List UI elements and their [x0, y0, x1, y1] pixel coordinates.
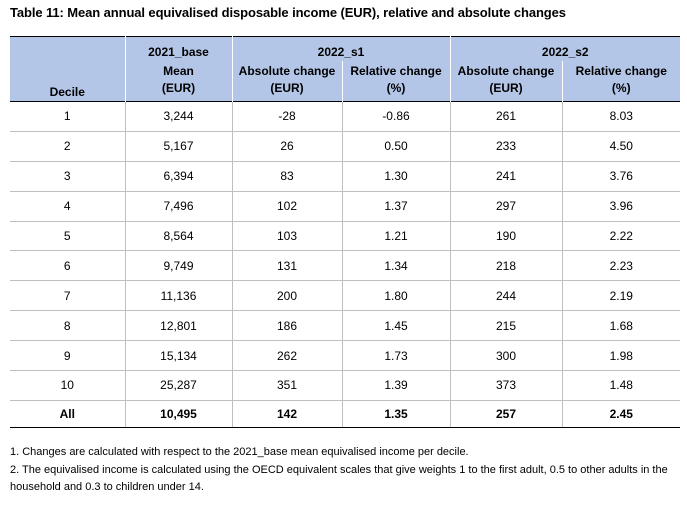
s1-abs-cell: 262 — [231, 340, 342, 372]
s2-rel-cell: 4.50 — [561, 131, 680, 162]
table-row: 7 11,136 200 1.80 244 2.19 — [10, 280, 680, 312]
total-s2-abs-cell: 257 — [449, 399, 562, 428]
s1-abs-cell: 26 — [231, 131, 342, 162]
s1-rel-cell: 1.45 — [341, 310, 450, 342]
s2-rel-cell: 8.03 — [561, 101, 680, 132]
mean-cell: 9,749 — [124, 250, 232, 282]
s1-abs-cell: 351 — [231, 370, 342, 401]
table-row: 9 15,134 262 1.73 300 1.98 — [10, 340, 680, 372]
mean-cell: 3,244 — [124, 101, 232, 132]
s1-abs-cell: 102 — [231, 191, 342, 222]
s2-rel-cell: 2.23 — [561, 250, 680, 282]
table-row: 4 7,496 102 1.37 297 3.96 — [10, 191, 680, 222]
s2-abs-cell: 300 — [449, 340, 562, 372]
decile-header: Decile — [10, 36, 125, 102]
s2-abs-cell: 233 — [449, 131, 562, 162]
mean-cell: 7,496 — [124, 191, 232, 222]
mean-cell: 8,564 — [124, 221, 232, 252]
footnote: 2. The equivalised income is calculated … — [10, 463, 668, 494]
s2-abs-change-header: Absolute change — [449, 61, 562, 81]
s2-rel-cell: 2.19 — [561, 280, 680, 312]
mean-cell: 12,801 — [124, 310, 232, 342]
total-s1-rel-cell: 1.35 — [341, 399, 450, 428]
s1-abs-unit-header: (EUR) — [231, 81, 342, 102]
s1-abs-cell: 186 — [231, 310, 342, 342]
s2-abs-cell: 373 — [449, 370, 562, 401]
base-group-header: 2021_base — [124, 36, 232, 61]
decile-cell: 5 — [10, 221, 125, 252]
s1-rel-cell: 1.39 — [341, 370, 450, 401]
s1-abs-cell: 83 — [231, 161, 342, 192]
mean-cell: 25,287 — [124, 370, 232, 401]
s2-abs-cell: 297 — [449, 191, 562, 222]
total-mean-cell: 10,495 — [124, 399, 232, 428]
s1-abs-cell: 200 — [231, 280, 342, 312]
table-row: 1 3,244 -28 -0.86 261 8.03 — [10, 101, 680, 132]
s1-rel-change-header: Relative change — [341, 61, 450, 81]
s2-rel-cell: 1.68 — [561, 310, 680, 342]
s1-rel-unit-header: (%) — [341, 81, 450, 102]
s2-abs-cell: 215 — [449, 310, 562, 342]
mean-unit-header: (EUR) — [124, 81, 232, 102]
s2-abs-cell: 261 — [449, 101, 562, 132]
s2-abs-cell: 241 — [449, 161, 562, 192]
s2-abs-cell: 190 — [449, 221, 562, 252]
table-row: 3 6,394 83 1.30 241 3.76 — [10, 161, 680, 192]
decile-cell: 1 — [10, 101, 125, 132]
mean-cell: 11,136 — [124, 280, 232, 312]
decile-cell: 6 — [10, 250, 125, 282]
table-row: 5 8,564 103 1.21 190 2.22 — [10, 221, 680, 252]
mean-header: Mean — [124, 61, 232, 81]
decile-cell: 3 — [10, 161, 125, 192]
s2-group-header: 2022_s2 — [449, 36, 680, 61]
s1-group-header: 2022_s1 — [231, 36, 450, 61]
s2-rel-cell: 1.98 — [561, 340, 680, 372]
s2-abs-cell: 218 — [449, 250, 562, 282]
s1-abs-cell: 103 — [231, 221, 342, 252]
total-row: All 10,495 142 1.35 257 2.45 — [10, 399, 680, 428]
s1-rel-cell: 1.73 — [341, 340, 450, 372]
s2-rel-cell: 2.22 — [561, 221, 680, 252]
s1-rel-cell: 0.50 — [341, 131, 450, 162]
s2-rel-cell: 1.48 — [561, 370, 680, 401]
footnote: 1. Changes are calculated with respect t… — [10, 446, 469, 458]
footnotes: 1. Changes are calculated with respect t… — [10, 444, 680, 497]
s1-abs-cell: -28 — [231, 101, 342, 132]
mean-cell: 5,167 — [124, 131, 232, 162]
table-row: 10 25,287 351 1.39 373 1.48 — [10, 370, 680, 401]
mean-cell: 15,134 — [124, 340, 232, 372]
decile-cell: 10 — [10, 370, 125, 401]
table-row: 2 5,167 26 0.50 233 4.50 — [10, 131, 680, 162]
s2-rel-change-header: Relative change — [561, 61, 680, 81]
mean-cell: 6,394 — [124, 161, 232, 192]
s2-rel-unit-header: (%) — [561, 81, 680, 102]
s1-abs-cell: 131 — [231, 250, 342, 282]
s1-rel-cell: 1.30 — [341, 161, 450, 192]
decile-cell: 7 — [10, 280, 125, 312]
s1-rel-cell: 1.80 — [341, 280, 450, 312]
decile-cell: 2 — [10, 131, 125, 162]
s1-rel-cell: 1.37 — [341, 191, 450, 222]
total-label-cell: All — [10, 399, 125, 428]
table-title: Table 11: Mean annual equivalised dispos… — [10, 5, 566, 20]
s2-abs-cell: 244 — [449, 280, 562, 312]
s1-rel-cell: 1.21 — [341, 221, 450, 252]
decile-cell: 8 — [10, 310, 125, 342]
table-row: 6 9,749 131 1.34 218 2.23 — [10, 250, 680, 282]
total-s2-rel-cell: 2.45 — [561, 399, 680, 428]
decile-cell: 9 — [10, 340, 125, 372]
s1-rel-cell: 1.34 — [341, 250, 450, 282]
decile-cell: 4 — [10, 191, 125, 222]
table-row: 8 12,801 186 1.45 215 1.68 — [10, 310, 680, 342]
s2-rel-cell: 3.76 — [561, 161, 680, 192]
income-table: Decile 2021_base 2022_s1 2022_s2 Mean Ab… — [10, 36, 680, 428]
s2-abs-unit-header: (EUR) — [449, 81, 562, 102]
s2-rel-cell: 3.96 — [561, 191, 680, 222]
total-s1-abs-cell: 142 — [231, 399, 342, 428]
s1-abs-change-header: Absolute change — [231, 61, 342, 81]
s1-rel-cell: -0.86 — [341, 101, 450, 132]
